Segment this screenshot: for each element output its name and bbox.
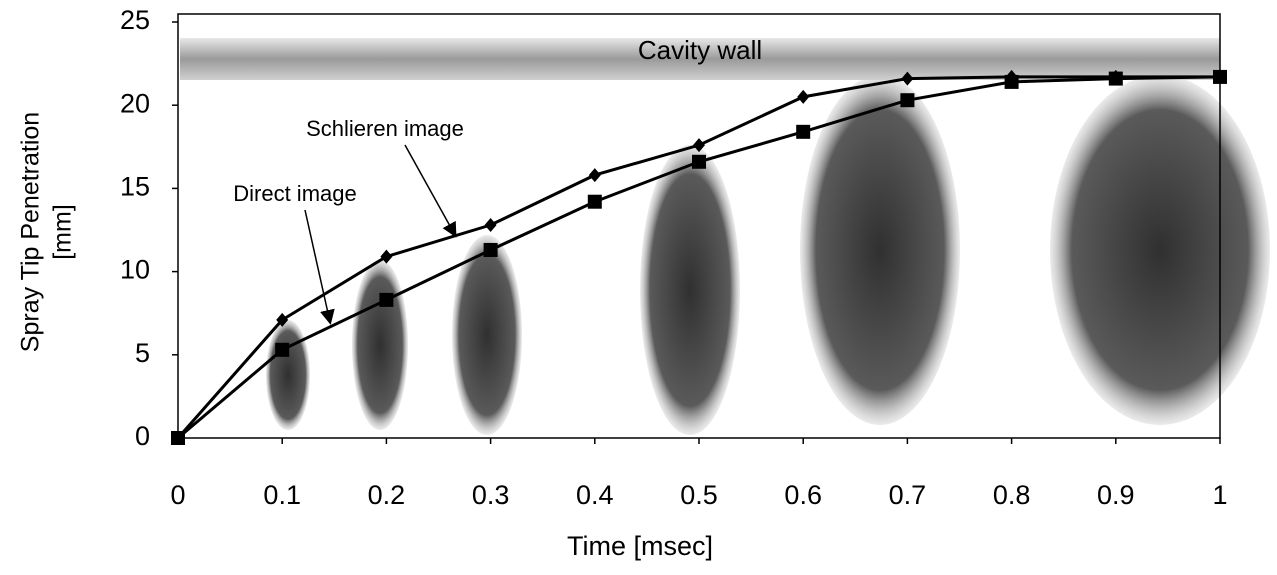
y-axis-title: [mm] bbox=[49, 204, 77, 260]
marker bbox=[275, 342, 290, 357]
marker bbox=[1108, 71, 1123, 86]
x-tick-label: 0.4 bbox=[576, 480, 614, 510]
marker bbox=[171, 431, 185, 445]
x-tick-label: 0.8 bbox=[993, 480, 1031, 510]
y-tick-label: 20 bbox=[120, 88, 150, 118]
marker bbox=[276, 312, 289, 327]
y-axis-title: Spray Tip Penetration bbox=[17, 112, 45, 352]
y-tick-label: 5 bbox=[135, 338, 150, 368]
marker bbox=[796, 124, 811, 139]
marker bbox=[587, 194, 602, 209]
spray-images bbox=[266, 75, 1270, 435]
marker bbox=[483, 242, 498, 257]
x-tick-label: 0.1 bbox=[263, 480, 301, 510]
arrow bbox=[404, 144, 457, 238]
annotation: Schlieren image bbox=[306, 116, 464, 141]
annotation: Cavity wall bbox=[638, 35, 762, 65]
y-tick-label: 0 bbox=[135, 421, 150, 451]
arrow bbox=[304, 209, 335, 325]
y-tick-label: 25 bbox=[120, 5, 150, 35]
marker bbox=[379, 292, 394, 307]
marker bbox=[900, 93, 915, 108]
marker bbox=[484, 218, 497, 233]
x-tick-label: 0 bbox=[170, 480, 185, 510]
x-axis-title: Time [msec] bbox=[567, 531, 713, 561]
marker bbox=[380, 249, 393, 264]
y-tick-label: 10 bbox=[120, 255, 150, 285]
x-tick-label: 0.6 bbox=[784, 480, 822, 510]
y-tick-label: 15 bbox=[120, 172, 150, 202]
cavity-wall bbox=[180, 38, 1220, 80]
x-tick-label: 0.9 bbox=[1097, 480, 1135, 510]
marker bbox=[901, 71, 914, 86]
marker bbox=[1213, 69, 1227, 84]
marker bbox=[797, 89, 810, 104]
x-tick-label: 0.7 bbox=[889, 480, 927, 510]
x-tick-label: 1 bbox=[1212, 480, 1227, 510]
x-tick-label: 0.2 bbox=[368, 480, 406, 510]
marker bbox=[588, 168, 601, 183]
marker bbox=[693, 138, 705, 153]
marker bbox=[1004, 74, 1019, 89]
x-tick-label: 0.3 bbox=[472, 480, 510, 510]
x-tick-label: 0.5 bbox=[680, 480, 718, 510]
marker bbox=[692, 154, 706, 169]
annotation: Direct image bbox=[233, 181, 356, 206]
